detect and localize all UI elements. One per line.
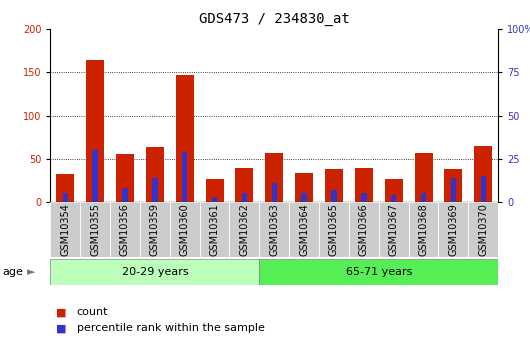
Bar [235, 168, 253, 202]
Text: ■: ■ [56, 324, 66, 333]
Bar [295, 173, 313, 202]
Bar [361, 193, 367, 202]
Text: GDS473 / 234830_at: GDS473 / 234830_at [199, 12, 350, 26]
Text: ■: ■ [56, 307, 66, 317]
Text: GSM10356: GSM10356 [120, 204, 130, 256]
Bar [170, 202, 200, 257]
Bar [469, 202, 498, 257]
Bar [349, 202, 379, 257]
Text: GSM10368: GSM10368 [419, 204, 429, 256]
Bar [92, 150, 98, 202]
Text: ►: ► [26, 267, 35, 277]
Text: GSM10363: GSM10363 [269, 204, 279, 256]
Text: GSM10366: GSM10366 [359, 204, 369, 256]
Bar [242, 193, 247, 202]
Bar [409, 202, 438, 257]
Text: GSM10359: GSM10359 [150, 204, 160, 256]
Bar [116, 154, 134, 202]
Bar [271, 183, 277, 202]
Bar [152, 178, 157, 202]
Bar [438, 202, 469, 257]
Bar [391, 195, 396, 202]
Bar [110, 202, 140, 257]
Bar [319, 202, 349, 257]
Bar [259, 259, 498, 285]
Text: GSM10369: GSM10369 [448, 204, 458, 256]
Bar [56, 174, 74, 202]
Text: GSM10370: GSM10370 [478, 204, 488, 256]
Bar [212, 197, 217, 202]
Bar [206, 179, 224, 202]
Text: 20-29 years: 20-29 years [121, 267, 188, 277]
Text: GSM10364: GSM10364 [299, 204, 309, 256]
Bar [325, 169, 343, 202]
Bar [50, 202, 80, 257]
Bar [379, 202, 409, 257]
Bar [385, 179, 403, 202]
Text: GSM10354: GSM10354 [60, 204, 70, 256]
Bar [182, 152, 188, 202]
Bar [200, 202, 229, 257]
Bar [445, 169, 462, 202]
Bar [80, 202, 110, 257]
Text: GSM10365: GSM10365 [329, 204, 339, 256]
Bar [122, 188, 128, 202]
Text: GSM10362: GSM10362 [240, 204, 250, 256]
Bar [140, 202, 170, 257]
Bar [302, 193, 307, 202]
Bar [331, 190, 337, 202]
Bar [63, 193, 68, 202]
Text: GSM10355: GSM10355 [90, 204, 100, 256]
Bar [289, 202, 319, 257]
Bar [176, 75, 193, 202]
Text: 65-71 years: 65-71 years [346, 267, 412, 277]
Text: count: count [77, 307, 108, 317]
Bar [86, 59, 104, 202]
Text: GSM10361: GSM10361 [209, 204, 219, 256]
Bar [50, 259, 259, 285]
Bar [450, 178, 456, 202]
Bar [474, 146, 492, 202]
Bar [266, 152, 283, 202]
Bar [421, 193, 426, 202]
Bar [259, 202, 289, 257]
Text: percentile rank within the sample: percentile rank within the sample [77, 324, 264, 333]
Bar [414, 152, 432, 202]
Text: GSM10367: GSM10367 [388, 204, 399, 256]
Bar [481, 176, 486, 202]
Bar [355, 168, 373, 202]
Text: age: age [3, 267, 23, 277]
Bar [229, 202, 259, 257]
Bar [146, 148, 164, 202]
Text: GSM10360: GSM10360 [180, 204, 190, 256]
